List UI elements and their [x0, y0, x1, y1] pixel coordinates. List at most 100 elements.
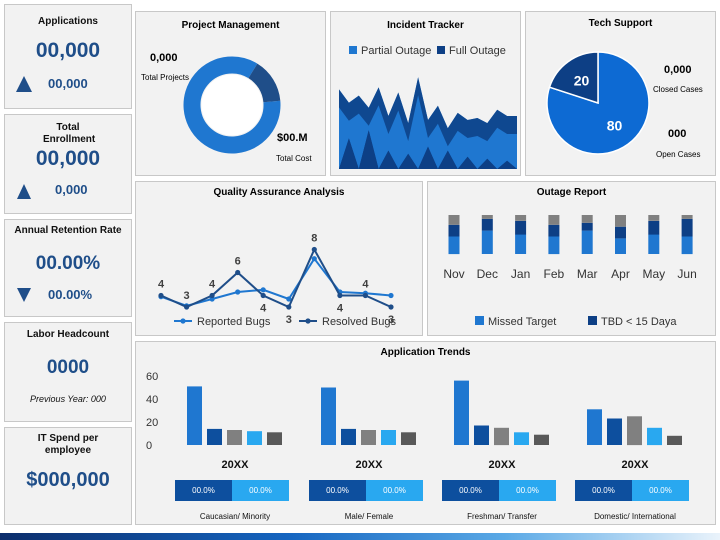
bar-segment [548, 224, 560, 237]
group-caption: Domestic/ International [594, 512, 676, 521]
legend-label: Resolved Bugs [322, 316, 396, 328]
legend-label: Partial Outage [361, 45, 431, 57]
bar [627, 416, 642, 446]
series-line [160, 247, 392, 309]
y-tick-label: 0 [146, 440, 152, 452]
panel-qa-analysis: Quality Assurance Analysis 4 3 4 6 4 3 8 4 4 3 Re… [135, 181, 423, 336]
legend-swatch [437, 46, 445, 54]
up-arrow-icon [16, 76, 32, 92]
data-label: 8 [311, 233, 317, 245]
series-point [362, 292, 368, 299]
kpi-title: IT Spend per employee [37, 433, 99, 456]
series-point [311, 246, 317, 253]
panel-incident-tracker: Incident Tracker Partial Outage Full Outa… [330, 11, 521, 176]
group-category-label: 20XX [622, 459, 650, 471]
x-tick-label: Feb [544, 267, 565, 281]
legend-label: Reported Bugs [197, 316, 271, 328]
x-tick-label: May [642, 267, 665, 281]
series-point [286, 304, 292, 310]
series-point [337, 292, 343, 299]
kpi-applications: Applications 00,000 00,000 [4, 4, 132, 109]
pill-right-value: 00.0% [632, 480, 689, 501]
legend-label: Missed Target [488, 316, 556, 328]
kpi-sub-value: Previous Year: 000 [30, 394, 106, 404]
kpi-value: 0000 [46, 357, 90, 378]
partial-outage-top-band [339, 77, 517, 147]
open-cases-value: 000 [668, 128, 687, 140]
bar [607, 418, 622, 445]
closed-cases-label: Closed Cases [653, 85, 703, 94]
legend-label: Full Outage [449, 45, 506, 57]
percentage-pill: 00.0% 00.0% [442, 480, 556, 501]
footer-gradient-bar [0, 533, 720, 540]
series-point [209, 292, 215, 299]
bar [647, 427, 662, 446]
bar-segment [615, 238, 626, 254]
qa-line-chart: 4 3 4 6 4 3 8 4 4 3 Reported Bugs Resolved Bugs [158, 233, 397, 329]
series-point [388, 304, 394, 310]
bar [207, 428, 222, 445]
data-label: 4 [209, 279, 216, 291]
bar [474, 425, 489, 445]
y-tick-label: 40 [146, 394, 158, 406]
kpi-value: 00,000 [35, 147, 101, 170]
bar-segment [448, 215, 460, 225]
tech-pie-chart: 80 20 [546, 51, 650, 155]
percentage-pill: 00.0% 00.0% [309, 480, 423, 501]
up-arrow-icon [17, 184, 31, 199]
x-tick-label: Mar [577, 267, 598, 281]
bar [381, 430, 396, 445]
pill-right-value: 00.0% [232, 480, 289, 501]
panel-title: Incident Tracker [387, 20, 464, 31]
data-label: 4 [337, 303, 344, 315]
open-cases-label: Open Cases [656, 150, 701, 159]
bar-segment [481, 215, 493, 219]
bar-segment [648, 234, 660, 254]
total-cost-label: Total Cost [276, 154, 312, 163]
bar-segment [581, 215, 593, 223]
bar-segment [615, 215, 626, 227]
series-point [184, 304, 190, 310]
legend-marker [180, 318, 186, 324]
panel-project-management: Project Management 0,000 Total Projects … [135, 11, 326, 176]
x-tick-label: Jun [677, 267, 696, 281]
bar-segment [481, 230, 493, 254]
pie-label: 80 [607, 118, 623, 134]
y-tick-label: 60 [146, 371, 158, 383]
kpi-it-spend: IT Spend per employee $000,000 [4, 427, 132, 525]
total-cost-value: $00.M [277, 132, 308, 144]
x-tick-label: Dec [477, 267, 498, 281]
panel-application-trends: Application Trends 0 20 40 60 20XX Caucasian… [135, 341, 716, 525]
series-point [286, 296, 292, 302]
panel-title: Quality Assurance Analysis [213, 187, 345, 198]
group-caption: Male/ Female [345, 512, 394, 521]
kpi-value: $000,000 [26, 469, 110, 491]
group-caption: Caucasian/ Minority [200, 512, 270, 521]
bar [247, 431, 262, 445]
panel-tech-support: Tech Support 80 20 0,000 Closed Cases 000… [525, 11, 716, 176]
pie-label: 20 [574, 72, 590, 88]
panel-title: Application Trends [380, 347, 471, 358]
bar-segment [581, 222, 593, 231]
legend-label: TBD < 15 Daya [601, 316, 677, 328]
legend-swatch [475, 316, 484, 325]
kpi-value: 00,000 [35, 39, 101, 62]
data-label: 3 [184, 290, 190, 302]
x-tick-label: Jan [511, 267, 530, 281]
full-outage-area [339, 130, 517, 169]
panel-outage-report: Outage Report Nov Dec Jan Feb Mar Apr May Jun M… [427, 181, 716, 336]
y-tick-label: 20 [146, 417, 158, 429]
kpi-sub-value: 00,000 [48, 76, 88, 91]
bar-segment [681, 215, 693, 219]
group-category-label: 20XX [489, 459, 517, 471]
bar-segment [548, 236, 560, 255]
bar [514, 432, 529, 445]
bar [401, 432, 416, 445]
percentage-pill: 00.0% 00.0% [575, 480, 689, 501]
bar-segment [648, 215, 660, 221]
bar [494, 427, 509, 446]
series-point [260, 292, 266, 299]
bar [187, 386, 202, 445]
bar-segment [681, 218, 693, 237]
bar [587, 409, 602, 445]
